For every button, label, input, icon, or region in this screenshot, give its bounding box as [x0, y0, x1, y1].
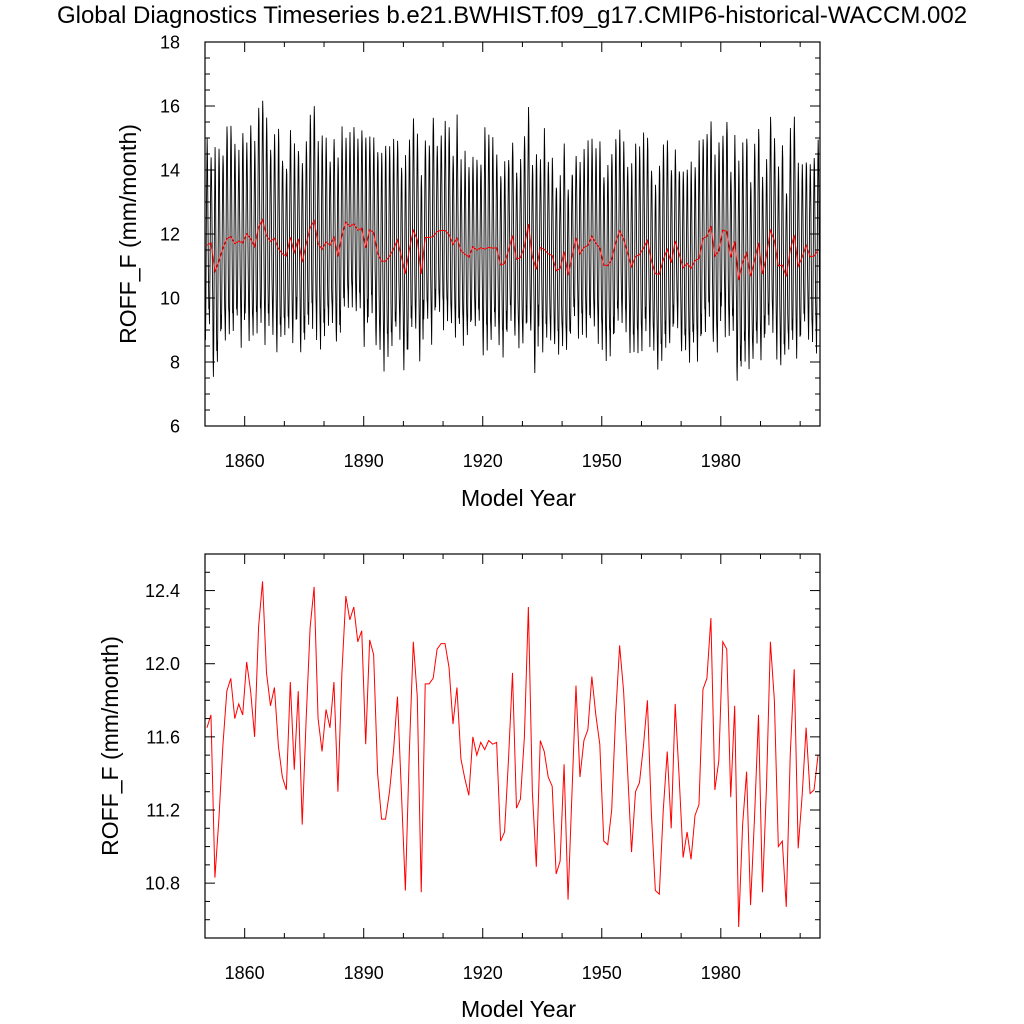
- series-line-annual-mean: [206, 581, 819, 928]
- y-axis-title: ROFF_F (mm/month): [97, 636, 123, 856]
- panel-1: 1860 1890 1920 1950 1980 6 8 10 12 14 16 18 Model Ye…: [115, 33, 821, 511]
- figure-title: Global Diagnostics Timeseries b.e21.BWHI…: [56, 2, 968, 29]
- x-tick-label: 1920: [463, 963, 503, 983]
- x-tick-label: 1950: [582, 451, 622, 471]
- y-tick-label: 14: [160, 161, 180, 181]
- y-tick-label: 11.6: [146, 727, 180, 747]
- y-tick-label: 11.2: [146, 801, 180, 821]
- x-axis-title: Model Year: [461, 996, 576, 1022]
- x-tick-label: 1860: [225, 963, 265, 983]
- y-tick-label: 18: [160, 33, 180, 53]
- y-tick-label: 12.4: [145, 581, 180, 601]
- x-tick-label: 1980: [701, 451, 741, 471]
- series-line-annual-mean: [206, 218, 819, 281]
- x-tick-label: 1950: [582, 963, 622, 983]
- x-tick-label: 1920: [463, 451, 503, 471]
- y-tick-label: 10: [160, 289, 180, 309]
- y-tick-label: 6: [170, 417, 180, 437]
- panel-2: 1860 1890 1920 1950 1980 10.8 11.2 11.6 12.0 12.4…: [97, 553, 821, 1022]
- x-axis-title: Model Year: [461, 485, 576, 511]
- plot-frame: [204, 553, 821, 939]
- y-tick-label: 8: [170, 353, 180, 373]
- y-tick-label: 10.8: [145, 874, 180, 894]
- series-line-monthly: [204, 100, 821, 381]
- x-tick-label: 1890: [344, 963, 384, 983]
- y-tick-label: 12.0: [145, 654, 180, 674]
- y-tick-label: 12: [160, 225, 180, 245]
- y-axis-title: ROFF_F (mm/month): [115, 124, 141, 344]
- x-tick-label: 1860: [225, 451, 265, 471]
- x-tick-label: 1890: [344, 451, 384, 471]
- y-tick-label: 16: [160, 97, 180, 117]
- x-tick-label: 1980: [701, 963, 741, 983]
